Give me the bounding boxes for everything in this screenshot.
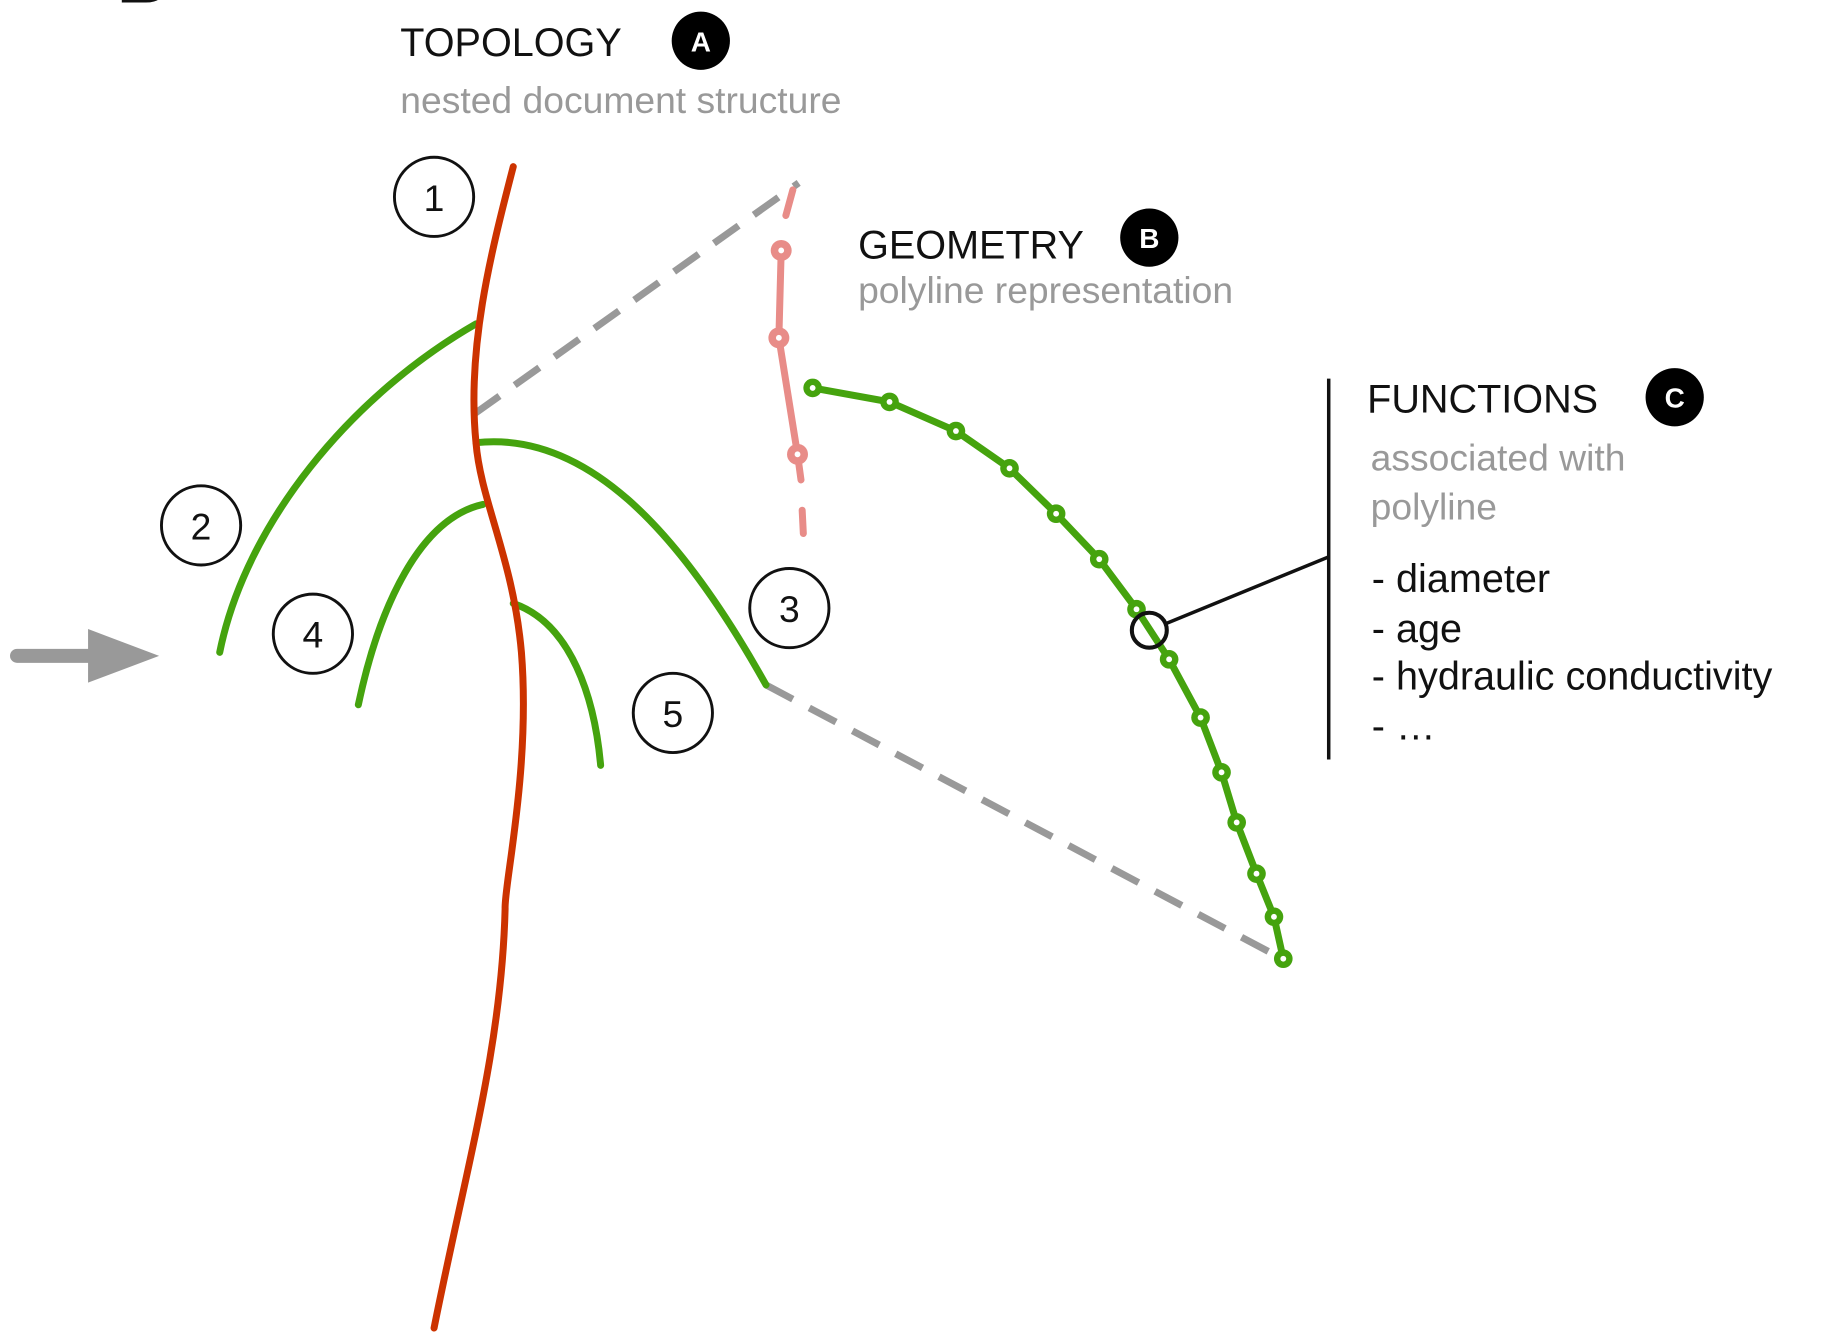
panel-label: B: [117, 0, 167, 17]
polyline-points: [768, 239, 808, 465]
point-center: [1271, 913, 1277, 920]
node-label: 1: [424, 177, 445, 219]
branches: [216, 320, 770, 769]
projection-line: [472, 180, 1284, 962]
section-title: GEOMETRY: [858, 224, 1084, 268]
branch: [216, 320, 480, 656]
badge: [671, 11, 730, 70]
sample-point: [1129, 610, 1169, 650]
point-center: [1053, 510, 1060, 517]
function-item: - diameter: [1372, 557, 1550, 601]
node-circle: [631, 671, 714, 754]
point-center: [778, 247, 785, 254]
main-root: [430, 163, 527, 1332]
section-subtitle: associated with: [1371, 437, 1626, 479]
section-subtitle: polyline representation: [858, 269, 1233, 311]
node-circle: [392, 155, 476, 238]
callout-line: [1166, 555, 1330, 625]
point-center: [1133, 606, 1140, 613]
point-center: [1197, 714, 1204, 721]
geometry-polyline: [775, 186, 807, 538]
badge: [1120, 208, 1179, 267]
point-center: [1218, 769, 1225, 776]
point-center: [1006, 465, 1013, 472]
point-center: [809, 385, 816, 391]
branch: [472, 438, 770, 689]
point-center: [1166, 656, 1173, 663]
point-center: [953, 428, 959, 434]
point-center: [886, 398, 893, 405]
point-center: [1280, 955, 1287, 962]
point-center: [1096, 556, 1103, 563]
node-label: 3: [779, 588, 800, 630]
polyline: [812, 384, 1287, 960]
point-center: [794, 451, 801, 458]
section-title: FUNCTIONS: [1367, 377, 1598, 421]
function-item: - hydraulic conductivity: [1372, 655, 1773, 699]
badge-label: B: [1139, 223, 1159, 254]
section-subtitle: polyline: [1371, 486, 1497, 528]
polyline-dash: [782, 186, 807, 538]
node-circle: [160, 484, 243, 567]
node-circle: [748, 567, 831, 650]
badge: [1645, 368, 1704, 427]
node-label: 4: [303, 614, 324, 656]
node-circle: [271, 592, 354, 675]
function-item: - age: [1372, 607, 1462, 651]
function-item: - …: [1372, 705, 1436, 749]
section-title: TOPOLOGY: [400, 21, 622, 65]
node-label: 2: [191, 505, 212, 547]
node-markers: [160, 155, 831, 754]
node-label: 5: [662, 693, 683, 735]
polyline: [775, 246, 805, 484]
function-polyline: [803, 378, 1293, 969]
point-center: [1233, 819, 1240, 826]
badge-label: A: [691, 26, 711, 57]
badge-label: C: [1665, 383, 1685, 414]
branch: [354, 500, 487, 709]
branch: [509, 599, 605, 769]
point-center: [1253, 870, 1260, 877]
point-center: [775, 334, 782, 341]
arrow-head: [88, 629, 160, 683]
section-subtitle: nested document structure: [400, 79, 841, 121]
